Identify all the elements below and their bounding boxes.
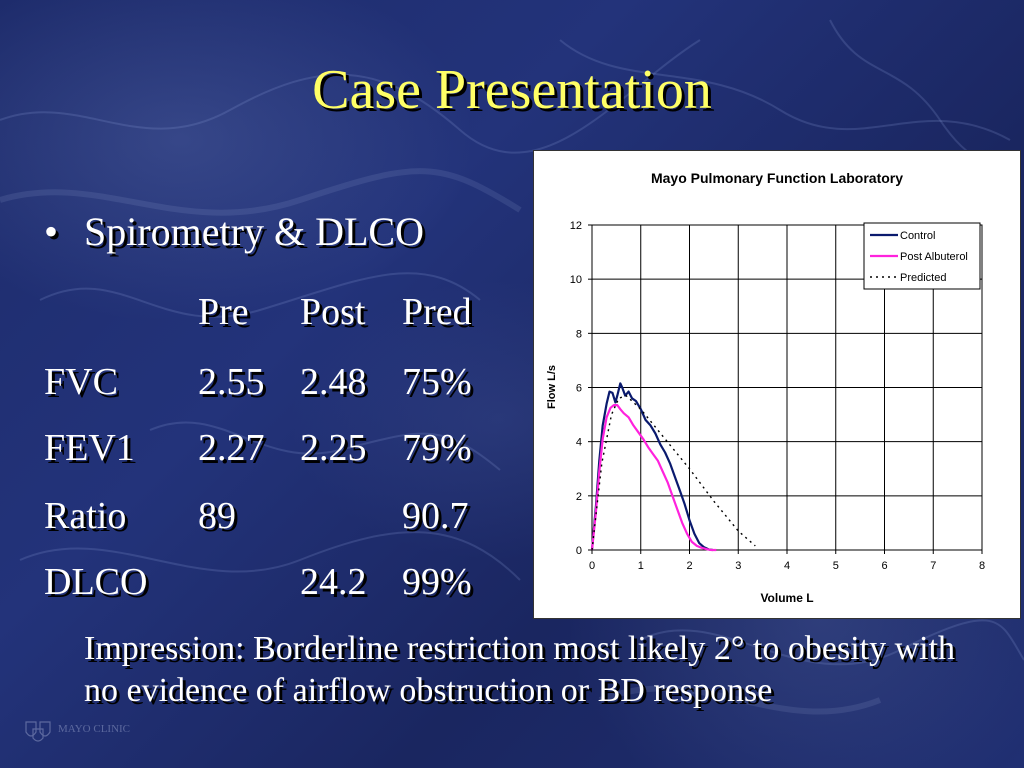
x-tick-label: 2 bbox=[686, 560, 692, 572]
x-tick-label: 8 bbox=[979, 560, 985, 572]
row-label: DLCO bbox=[44, 561, 148, 603]
row-pred: 90.7 bbox=[402, 495, 469, 537]
chart-title: Mayo Pulmonary Function Laboratory bbox=[651, 170, 903, 186]
legend-label: Predicted bbox=[900, 272, 946, 284]
mayo-logo: MAYO CLINIC bbox=[24, 720, 130, 745]
y-tick-label: 8 bbox=[576, 328, 582, 340]
row-pre: 2.55 bbox=[198, 361, 265, 403]
row-label: Ratio bbox=[44, 495, 127, 537]
bullet-text: Spirometry & DLCO bbox=[84, 209, 424, 254]
row-pred: 75% bbox=[402, 361, 472, 403]
row-pred: 79% bbox=[402, 427, 472, 469]
x-tick-label: 0 bbox=[589, 560, 595, 572]
series-line-post-albuterol bbox=[590, 404, 717, 552]
bullet-point-icon: • bbox=[44, 209, 59, 254]
header-pred: Pred bbox=[402, 291, 472, 333]
x-tick-label: 5 bbox=[833, 560, 839, 572]
x-tick-label: 4 bbox=[784, 560, 790, 572]
y-tick-label: 2 bbox=[576, 491, 582, 503]
y-axis-label: Flow L/s bbox=[546, 365, 558, 409]
y-tick-label: 6 bbox=[576, 383, 582, 395]
row-pre: 2.27 bbox=[198, 427, 265, 469]
series-line-predicted bbox=[591, 394, 756, 551]
y-tick-label: 10 bbox=[570, 274, 582, 286]
row-label: FEV1 bbox=[44, 427, 135, 469]
header-pre: Pre bbox=[198, 291, 249, 333]
row-pre: 89 bbox=[198, 495, 236, 537]
header-post: Post bbox=[300, 291, 366, 333]
x-tick-label: 1 bbox=[638, 560, 644, 572]
row-label: FVC bbox=[44, 361, 118, 403]
x-tick-label: 7 bbox=[930, 560, 936, 572]
row-pred: 99% bbox=[402, 561, 472, 603]
x-tick-label: 3 bbox=[735, 560, 741, 572]
row-post: 24.2 bbox=[300, 561, 367, 603]
chart-series bbox=[590, 382, 756, 552]
x-tick-label: 6 bbox=[881, 560, 887, 572]
chart-legend: Control Post Albuterol Predicted bbox=[863, 222, 981, 290]
y-tick-label: 4 bbox=[576, 437, 582, 449]
legend-label: Control bbox=[900, 230, 935, 242]
row-post: 2.25 bbox=[300, 427, 367, 469]
y-tick-label: 12 bbox=[570, 220, 582, 232]
x-axis-label: Volume L bbox=[760, 591, 813, 605]
legend-label: Post Albuterol bbox=[900, 251, 968, 263]
series-line-control bbox=[590, 382, 714, 552]
y-tick-label: 0 bbox=[576, 545, 582, 557]
logo-text: MAYO CLINIC bbox=[58, 723, 131, 735]
shield-icon bbox=[25, 721, 51, 742]
row-post: 2.48 bbox=[300, 361, 367, 403]
slide-title: Case Presentation bbox=[312, 59, 712, 121]
impression-text: Impression: Borderline restriction most … bbox=[84, 630, 956, 709]
